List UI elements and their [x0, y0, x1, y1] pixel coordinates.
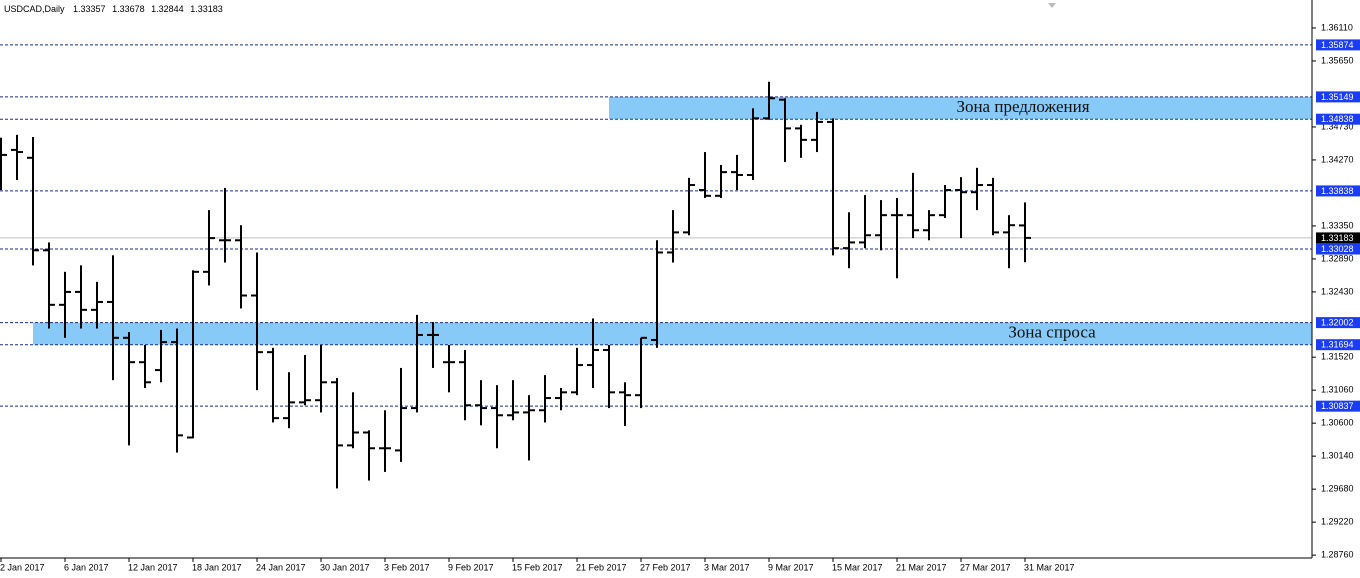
level-label-bg — [1316, 317, 1360, 329]
level-label: 1.32002 — [1321, 317, 1354, 327]
y-tick-label: 1.30140 — [1321, 451, 1354, 461]
open-value: 1.33357 — [73, 4, 106, 14]
level-label-bg — [1316, 243, 1360, 255]
zone-label: Зона предложения — [956, 97, 1089, 116]
low-value: 1.32844 — [151, 4, 184, 14]
x-tick-label: 9 Feb 2017 — [448, 562, 494, 572]
y-tick-label: 1.28760 — [1321, 550, 1354, 560]
x-tick-label: 30 Jan 2017 — [320, 562, 370, 572]
bars — [0, 81, 1031, 489]
y-tick-label: 1.30600 — [1321, 418, 1354, 428]
x-tick-label: 21 Mar 2017 — [896, 562, 947, 572]
level-label: 1.33028 — [1321, 244, 1354, 254]
x-tick-label: 31 Mar 2017 — [1024, 562, 1075, 572]
level-label: 1.35874 — [1321, 40, 1354, 50]
x-tick-label: 6 Jan 2017 — [64, 562, 109, 572]
y-tick-label: 1.33350 — [1321, 220, 1354, 230]
price-label: 1.33183 — [1321, 233, 1354, 243]
level-label-bg — [1316, 339, 1360, 351]
y-tick-label: 1.34270 — [1321, 154, 1354, 164]
x-tick-label: 21 Feb 2017 — [576, 562, 627, 572]
y-tick-label: 1.31520 — [1321, 352, 1354, 362]
x-tick-label: 3 Feb 2017 — [384, 562, 430, 572]
x-tick-label: 9 Mar 2017 — [768, 562, 814, 572]
level-label-bg — [1316, 400, 1360, 412]
level-label-bg — [1316, 91, 1360, 103]
symbol: USDCAD,Daily — [4, 4, 65, 14]
level-label: 1.31694 — [1321, 340, 1354, 350]
zone-label: Зона спроса — [1008, 323, 1096, 342]
level-label: 1.34838 — [1321, 114, 1354, 124]
close-value: 1.33183 — [190, 4, 223, 14]
level-label-bg — [1316, 39, 1360, 51]
x-tick-label: 2 Jan 2017 — [0, 562, 45, 572]
level-label-bg — [1316, 113, 1360, 125]
shift-marker — [1048, 3, 1056, 8]
y-tick-label: 1.34730 — [1321, 121, 1354, 131]
y-tick-label: 1.29680 — [1321, 484, 1354, 494]
price-label-bg — [1316, 232, 1360, 244]
zone — [33, 322, 1312, 345]
x-tick-label: 27 Feb 2017 — [640, 562, 691, 572]
high-value: 1.33678 — [112, 4, 145, 14]
y-tick-label: 1.35650 — [1321, 55, 1354, 65]
y-tick-label: 1.31060 — [1321, 385, 1354, 395]
y-tick-label: 1.36110 — [1321, 22, 1353, 32]
x-tick-label: 12 Jan 2017 — [128, 562, 178, 572]
level-label-bg — [1316, 185, 1360, 197]
level-label: 1.30837 — [1321, 401, 1354, 411]
level-label: 1.35149 — [1321, 92, 1354, 102]
level-label: 1.33838 — [1321, 186, 1354, 196]
x-tick-label: 27 Mar 2017 — [960, 562, 1011, 572]
y-tick-label: 1.29220 — [1321, 517, 1354, 527]
x-tick-label: 15 Mar 2017 — [832, 562, 883, 572]
y-tick-label: 1.32430 — [1321, 286, 1354, 296]
x-tick-label: 18 Jan 2017 — [192, 562, 242, 572]
x-tick-label: 15 Feb 2017 — [512, 562, 563, 572]
x-tick-label: 3 Mar 2017 — [704, 562, 750, 572]
x-tick-label: 24 Jan 2017 — [256, 562, 306, 572]
y-tick-label: 1.32890 — [1321, 253, 1354, 263]
header: USDCAD,Daily 1.33357 1.33678 1.32844 1.3… — [4, 4, 223, 14]
